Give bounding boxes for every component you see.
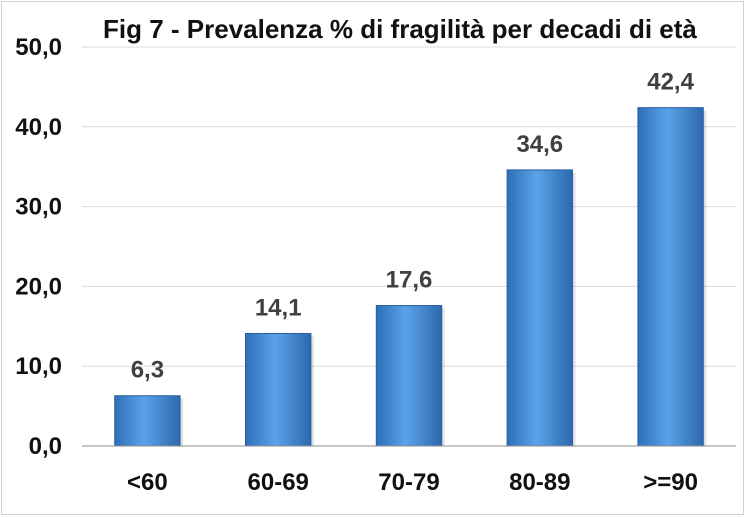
y-axis-tick-labels: 0,0 10,0 20,0 30,0 40,0 50,0: [15, 34, 62, 460]
y-tick-label: 20,0: [15, 273, 62, 300]
gridlines: [82, 46, 736, 367]
x-tick-label: 70-79: [378, 469, 439, 496]
x-tick-label: 80-89: [509, 469, 570, 496]
data-label: 17,6: [386, 267, 433, 294]
x-axis-tick-labels: <60 60-69 70-79 80-89 >=90: [127, 469, 698, 496]
x-tick-label: <60: [127, 469, 168, 496]
chart-title: Fig 7 - Prevalenza % di fragilità per de…: [103, 14, 697, 44]
y-tick-label: 40,0: [15, 114, 62, 141]
data-label: 6,3: [131, 357, 164, 384]
y-tick-label: 10,0: [15, 353, 62, 380]
bar: [375, 305, 443, 447]
bar: [245, 332, 312, 447]
data-label: 14,1: [255, 294, 302, 321]
data-label: 42,4: [647, 69, 694, 96]
bars: [114, 107, 707, 447]
x-tick-label: >=90: [643, 469, 698, 496]
x-tick-label: 60-69: [248, 469, 309, 496]
data-labels: 6,3 14,1 17,6 34,6 42,4: [131, 69, 695, 384]
y-tick-label: 50,0: [15, 34, 62, 61]
data-label: 34,6: [516, 131, 563, 158]
y-tick-label: 30,0: [15, 194, 62, 221]
bar: [114, 395, 181, 447]
bar: [637, 107, 704, 447]
bar: [506, 169, 574, 447]
y-tick-label: 0,0: [29, 433, 62, 460]
